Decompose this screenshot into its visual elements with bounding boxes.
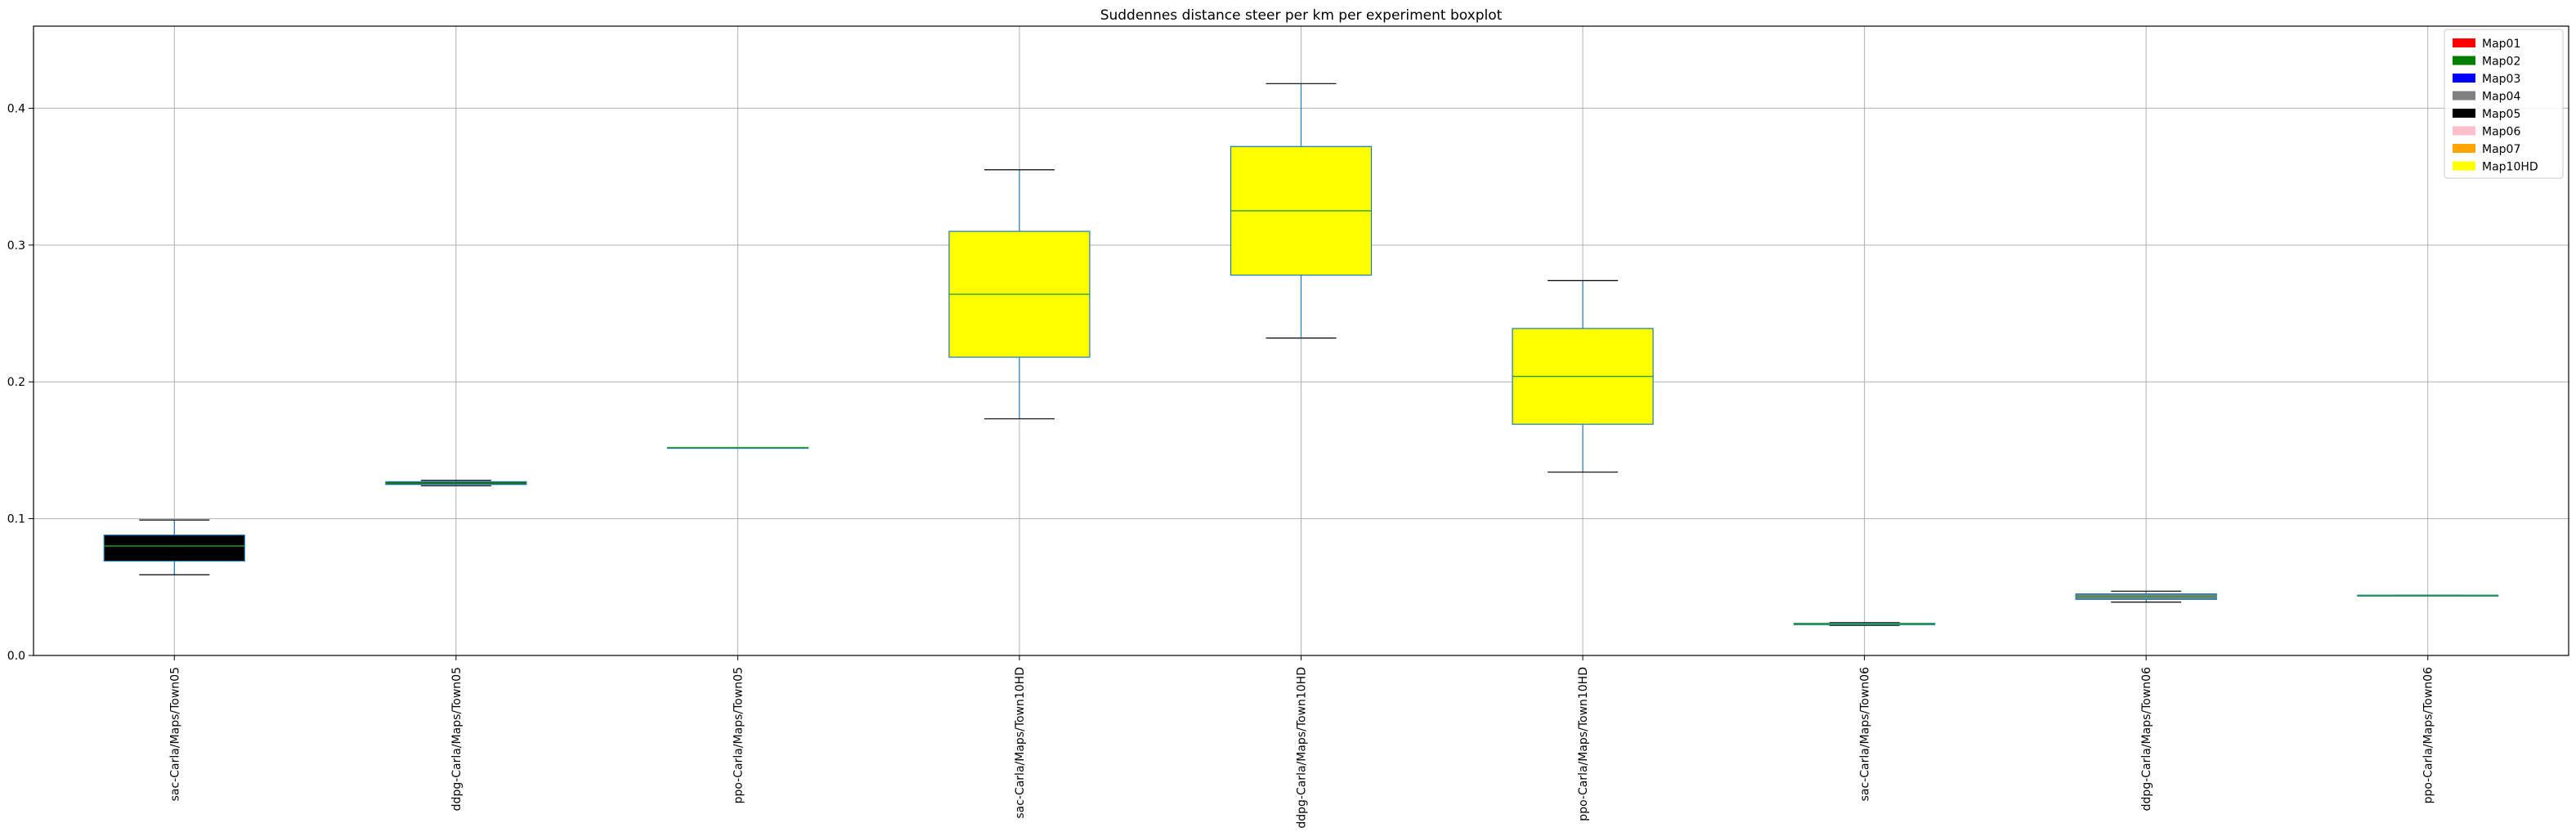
y-tick-label: 0.3 [7,239,25,253]
legend-label: Map04 [2482,91,2520,104]
legend-label: Map03 [2482,73,2520,86]
legend-label: Map01 [2482,38,2520,51]
legend-label: Map05 [2482,108,2520,121]
legend-swatch [2453,109,2475,118]
box-item [1512,280,1654,473]
legend-swatch [2453,38,2475,47]
x-tick-label: ddpg-Carla/Maps/Town10HD [1296,667,1309,829]
y-tick-label: 0.1 [7,513,25,526]
legend-swatch [2453,56,2475,65]
legend-swatch [2453,144,2475,153]
x-axis-ticks: sac-Carla/Maps/Town05 ddpg-Carla/Maps/Tow… [168,655,2435,829]
y-tick-label: 0.4 [7,102,25,115]
x-tick-label: sac-Carla/Maps/Town05 [168,667,181,801]
x-tick-label: ppo-Carla/Maps/Town10HD [1577,667,1590,821]
legend-label: Map06 [2482,126,2520,139]
box-item [103,519,245,575]
legend-swatch [2453,74,2475,83]
x-tick-label: ppo-Carla/Maps/Town05 [732,667,745,803]
iqr-box [103,535,245,562]
chart-title: Suddennes distance steer per km per expe… [1100,7,1503,24]
y-axis-ticks: 0.0 0.1 0.2 0.3 0.4 [7,102,34,663]
box-series [103,83,2499,626]
box-item [385,480,527,487]
legend-label: Map02 [2482,56,2520,69]
x-tick-label: ppo-Carla/Maps/Town06 [2422,667,2435,803]
legend-swatch [2453,126,2475,136]
legend: Map01 Map02 Map03 Map04 Map05 Map06 Map07 Map10… [2444,29,2564,179]
legend-swatch [2453,161,2475,171]
box-item [2075,590,2217,603]
box-item [1794,622,1936,626]
box-item [948,169,1091,420]
x-tick-label: ddpg-Carla/Maps/Town06 [2140,667,2153,811]
x-tick-label: ddpg-Carla/Maps/Town05 [450,667,464,811]
legend-label: Map10HD [2482,161,2538,174]
legend-frame [2444,29,2564,179]
legend-swatch [2453,91,2475,101]
box-item [1230,83,1373,339]
x-tick-label: sac-Carla/Maps/Town06 [1859,667,1872,801]
box-item [2357,594,2499,597]
box-item [666,446,809,450]
y-tick-label: 0.0 [7,650,25,663]
x-tick-label: sac-Carla/Maps/Town10HD [1014,667,1027,819]
y-tick-label: 0.2 [7,376,25,389]
legend-label: Map07 [2482,143,2520,156]
